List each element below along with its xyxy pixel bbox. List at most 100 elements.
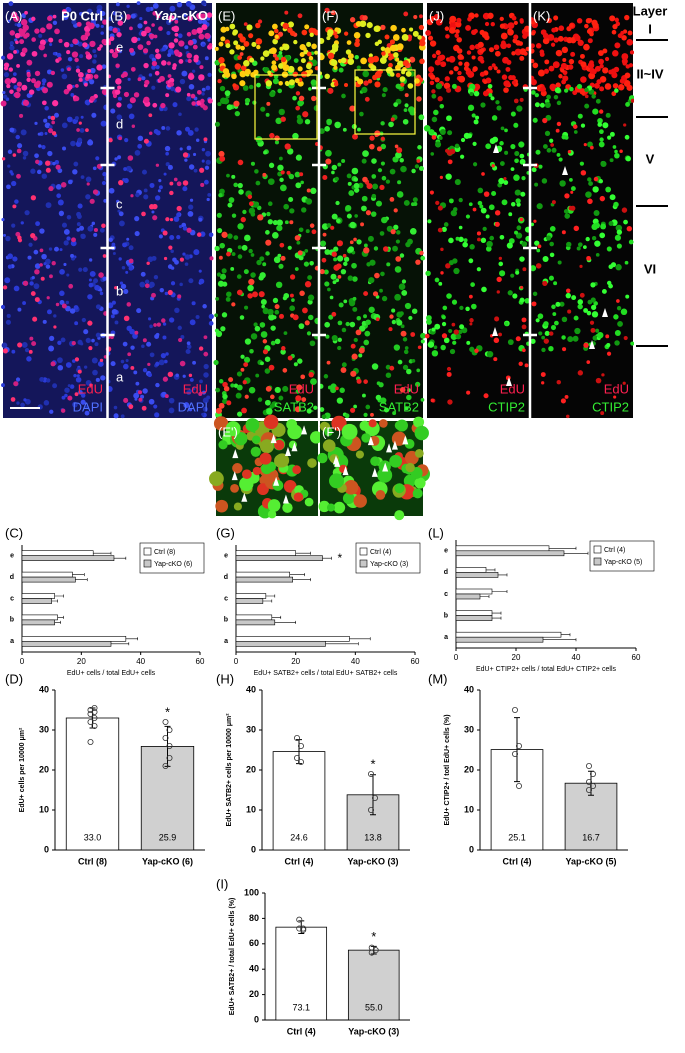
cell xyxy=(304,497,314,507)
cell xyxy=(151,65,156,70)
x-tick-label: 0 xyxy=(20,657,25,666)
cell xyxy=(507,28,514,36)
cell xyxy=(389,39,396,45)
cell xyxy=(383,407,389,413)
cell xyxy=(337,320,343,326)
cell xyxy=(127,155,134,161)
cell xyxy=(499,234,505,240)
cell xyxy=(93,74,99,79)
cell xyxy=(51,261,56,266)
cell xyxy=(488,93,493,98)
bar xyxy=(455,545,550,552)
cell xyxy=(309,32,314,37)
cell xyxy=(163,172,167,176)
cell xyxy=(341,423,358,440)
cell xyxy=(301,397,307,402)
cell xyxy=(501,40,506,46)
cell xyxy=(95,332,101,338)
cell xyxy=(341,159,346,164)
cell xyxy=(609,15,616,22)
cell xyxy=(242,380,247,385)
cell xyxy=(237,245,242,250)
panel-label: (B) xyxy=(110,8,127,23)
cell xyxy=(34,269,40,275)
cell xyxy=(9,30,16,36)
cell xyxy=(449,148,456,155)
cell xyxy=(501,199,508,206)
cell xyxy=(201,412,205,416)
legend-label: Yap-cKO (3) xyxy=(370,561,408,568)
cell xyxy=(63,262,67,266)
cell xyxy=(399,387,406,393)
cell xyxy=(474,348,479,354)
cell xyxy=(130,366,135,370)
cell xyxy=(114,286,118,290)
cell xyxy=(553,281,558,286)
cell xyxy=(164,394,169,399)
cell xyxy=(198,33,205,40)
cell xyxy=(472,162,478,167)
cell xyxy=(56,52,62,58)
cell xyxy=(152,215,158,221)
cell xyxy=(394,483,405,494)
cell xyxy=(140,394,145,399)
cell xyxy=(184,254,191,260)
cell xyxy=(3,72,10,78)
cell xyxy=(357,127,361,132)
error-bar xyxy=(498,573,508,577)
cell xyxy=(16,401,20,405)
cell xyxy=(577,113,583,119)
cell xyxy=(306,41,312,47)
cell xyxy=(389,365,395,371)
cell xyxy=(289,208,295,214)
cell xyxy=(552,61,560,69)
cell xyxy=(6,184,11,190)
cell xyxy=(324,73,330,80)
cell xyxy=(594,240,601,247)
cell xyxy=(425,270,431,277)
cell xyxy=(482,90,489,97)
bar xyxy=(455,615,493,621)
cell xyxy=(347,53,354,60)
cell xyxy=(618,84,625,91)
cell xyxy=(252,201,259,208)
cell xyxy=(137,135,144,142)
cell xyxy=(609,158,614,163)
cell xyxy=(571,295,577,301)
cell xyxy=(483,79,488,85)
cell xyxy=(50,70,56,76)
cell xyxy=(629,50,635,55)
cell xyxy=(333,65,338,70)
cell xyxy=(192,69,196,73)
cell xyxy=(621,207,628,213)
cell xyxy=(396,191,404,198)
cell xyxy=(354,214,358,218)
cell xyxy=(231,73,237,80)
cell xyxy=(508,74,514,81)
x-tick-label: Ctrl (4) xyxy=(285,856,314,866)
cell xyxy=(531,31,536,36)
x-tick-label: 20 xyxy=(512,653,521,662)
cell xyxy=(115,63,120,68)
cell xyxy=(583,308,589,313)
cell xyxy=(506,59,512,65)
cell xyxy=(255,373,260,378)
cell xyxy=(219,273,227,280)
cell xyxy=(85,194,91,200)
cell xyxy=(141,169,147,175)
cell xyxy=(515,232,523,239)
cell xyxy=(542,256,549,263)
panel-label: (I) xyxy=(216,876,228,891)
cell xyxy=(416,159,421,163)
cell xyxy=(267,308,274,316)
cell xyxy=(70,253,75,258)
cell xyxy=(279,46,284,51)
cell xyxy=(188,389,192,393)
cell xyxy=(11,180,17,187)
cell xyxy=(143,188,148,193)
cell xyxy=(237,254,243,259)
cell xyxy=(414,449,424,458)
cell xyxy=(273,256,281,264)
cell xyxy=(310,187,317,194)
cell xyxy=(510,111,516,117)
